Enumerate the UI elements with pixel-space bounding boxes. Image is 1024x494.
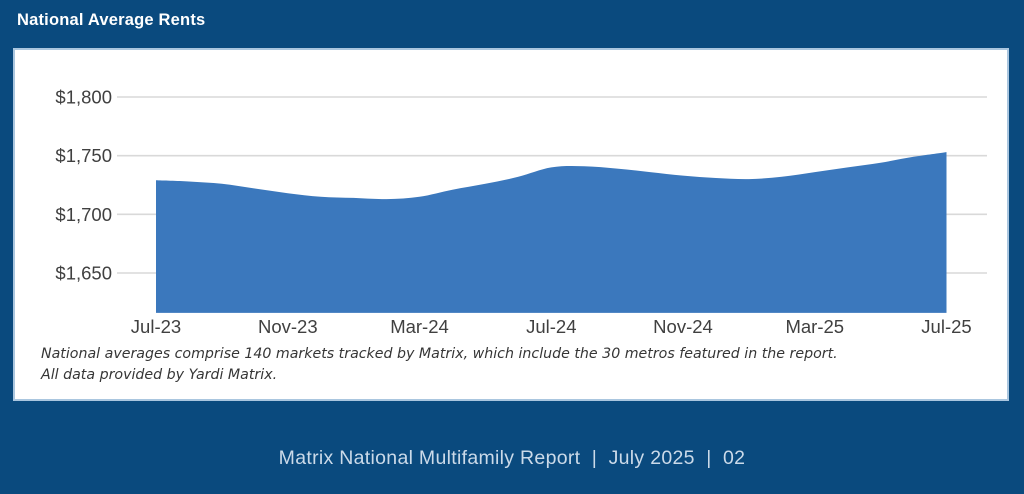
footnote-line-1: National averages comprise 140 markets t… bbox=[41, 346, 838, 362]
x-axis-label: Jul-24 bbox=[526, 316, 576, 337]
y-axis-label: $1,700 bbox=[55, 204, 112, 225]
x-axis-label: Mar-24 bbox=[390, 316, 449, 337]
y-axis-label: $1,800 bbox=[55, 87, 112, 108]
page-title: National Average Rents bbox=[17, 11, 206, 29]
chart-card: $1,800 $1,750 $1,700 $1,650 Jul-23 Nov-23 Mar-… bbox=[13, 48, 1009, 401]
chart-footnote: National averages comprise 140 markets t… bbox=[41, 344, 981, 386]
y-axis-label: $1,750 bbox=[55, 145, 112, 166]
header-bar: National Average Rents bbox=[0, 0, 1024, 48]
rent-series-area bbox=[156, 152, 947, 313]
x-axis-label: Nov-23 bbox=[258, 316, 318, 337]
footer-bar: Matrix National Multifamily Report | Jul… bbox=[0, 440, 1024, 476]
y-axis-label: $1,650 bbox=[55, 263, 112, 284]
national-average-rents-chart: $1,800 $1,750 $1,700 $1,650 Jul-23 Nov-23 Mar-… bbox=[55, 87, 987, 337]
x-axis-label: Mar-25 bbox=[785, 316, 844, 337]
x-axis-label: Jul-25 bbox=[921, 316, 971, 337]
x-axis-label: Nov-24 bbox=[653, 316, 713, 337]
footer-text: Matrix National Multifamily Report | Jul… bbox=[278, 446, 746, 469]
x-axis-label: Jul-23 bbox=[131, 316, 181, 337]
footnote-line-2: All data provided by Yardi Matrix. bbox=[41, 367, 278, 383]
